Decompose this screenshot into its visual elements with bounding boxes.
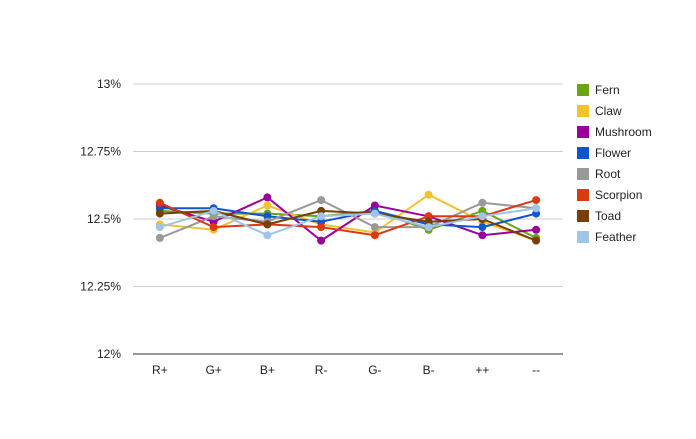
data-point-feather bbox=[370, 209, 379, 218]
data-point-mushroom bbox=[532, 225, 541, 234]
series-line-scorpion bbox=[159, 199, 537, 237]
series-line-feather bbox=[159, 207, 537, 237]
legend-label: Flower bbox=[595, 146, 631, 160]
y-tick-label: 12.5% bbox=[87, 212, 121, 226]
data-point-flower bbox=[478, 223, 487, 232]
y-tick-label: 13% bbox=[97, 77, 121, 91]
legend-swatch bbox=[577, 231, 589, 243]
series-line-flower bbox=[159, 207, 537, 229]
data-point-root bbox=[478, 198, 487, 207]
legend-item-feather: Feather bbox=[577, 230, 636, 244]
x-tick-label: B+ bbox=[260, 363, 275, 377]
y-tick-label: 12% bbox=[97, 347, 121, 361]
data-point-feather bbox=[317, 212, 326, 221]
data-point-scorpion bbox=[209, 223, 218, 232]
data-point-feather bbox=[155, 223, 164, 232]
data-point-mushroom bbox=[317, 236, 326, 245]
data-point-scorpion bbox=[532, 196, 541, 205]
data-point-feather bbox=[478, 212, 487, 221]
x-tick-label: B- bbox=[423, 363, 435, 377]
data-point-toad bbox=[532, 236, 541, 245]
legend-item-scorpion: Scorpion bbox=[577, 188, 642, 202]
data-point-scorpion bbox=[317, 223, 326, 232]
data-point-feather bbox=[263, 231, 272, 240]
data-point-claw bbox=[424, 190, 433, 199]
series-line-root bbox=[159, 199, 537, 239]
data-point-claw bbox=[263, 201, 272, 210]
x-axis-ticks: R+ G+ B+ R- G- B- ++ -- bbox=[152, 363, 540, 377]
legend-swatch bbox=[577, 147, 589, 159]
series-feather bbox=[155, 204, 541, 240]
legend-item-root: Root bbox=[577, 167, 621, 181]
data-point-root bbox=[370, 223, 379, 232]
x-tick-label: R- bbox=[315, 363, 328, 377]
legend-swatch bbox=[577, 210, 589, 222]
legend-item-fern: Fern bbox=[577, 83, 620, 97]
data-point-feather bbox=[424, 223, 433, 232]
legend-swatch bbox=[577, 168, 589, 180]
x-tick-label: G- bbox=[368, 363, 381, 377]
y-axis-ticks: 12% 12.25% 12.5% 12.75% 13% bbox=[80, 77, 121, 361]
legend-item-flower: Flower bbox=[577, 146, 631, 160]
legend-swatch bbox=[577, 84, 589, 96]
legend: Fern Claw Mushroom Flower Root Scorpion Toad Fe… bbox=[577, 83, 652, 244]
legend-label: Mushroom bbox=[595, 125, 652, 139]
legend-item-mushroom: Mushroom bbox=[577, 125, 652, 139]
series-lines bbox=[155, 190, 541, 245]
data-point-root bbox=[155, 233, 164, 242]
legend-label: Scorpion bbox=[595, 188, 642, 202]
legend-swatch bbox=[577, 189, 589, 201]
legend-label: Toad bbox=[595, 209, 621, 223]
x-tick-label: -- bbox=[532, 363, 540, 377]
data-point-feather bbox=[209, 206, 218, 215]
y-tick-label: 12.75% bbox=[80, 145, 121, 159]
legend-item-toad: Toad bbox=[577, 209, 621, 223]
legend-swatch bbox=[577, 105, 589, 117]
data-point-toad bbox=[263, 220, 272, 229]
x-tick-label: R+ bbox=[152, 363, 168, 377]
legend-item-claw: Claw bbox=[577, 104, 622, 118]
legend-label: Root bbox=[595, 167, 621, 181]
legend-label: Fern bbox=[595, 83, 620, 97]
legend-label: Feather bbox=[595, 230, 636, 244]
series-line-toad bbox=[159, 209, 537, 242]
legend-swatch bbox=[577, 126, 589, 138]
data-point-toad bbox=[155, 209, 164, 218]
data-point-mushroom bbox=[478, 231, 487, 240]
x-tick-label: G+ bbox=[205, 363, 221, 377]
x-tick-label: ++ bbox=[475, 363, 489, 377]
legend-label: Claw bbox=[595, 104, 622, 118]
data-point-scorpion bbox=[155, 198, 164, 207]
data-point-root bbox=[317, 196, 326, 205]
y-tick-label: 12.25% bbox=[80, 280, 121, 294]
data-point-scorpion bbox=[370, 231, 379, 240]
data-point-feather bbox=[532, 204, 541, 213]
data-point-mushroom bbox=[263, 193, 272, 202]
